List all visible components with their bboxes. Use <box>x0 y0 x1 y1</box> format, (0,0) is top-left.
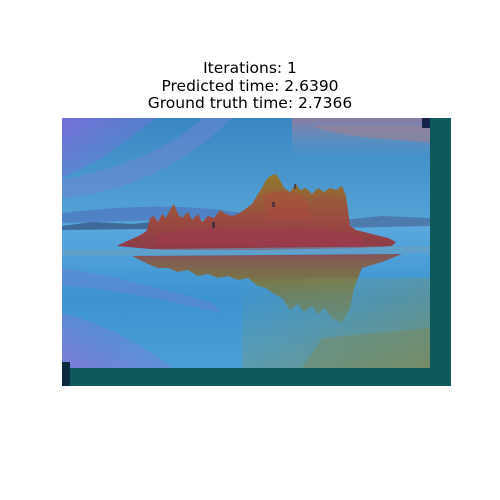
ground-truth-time-text: Ground truth time: 2.7366 <box>147 94 353 112</box>
heatmap-image <box>62 118 451 386</box>
figure-title: Iterations: 1 Predicted time: 2.6390 Gro… <box>0 59 500 113</box>
heatmap-image-svg <box>62 118 451 386</box>
iterations-text: Iterations: 1 <box>203 59 297 77</box>
predicted-time-text: Predicted time: 2.6390 <box>161 76 339 95</box>
image-content <box>62 118 450 386</box>
